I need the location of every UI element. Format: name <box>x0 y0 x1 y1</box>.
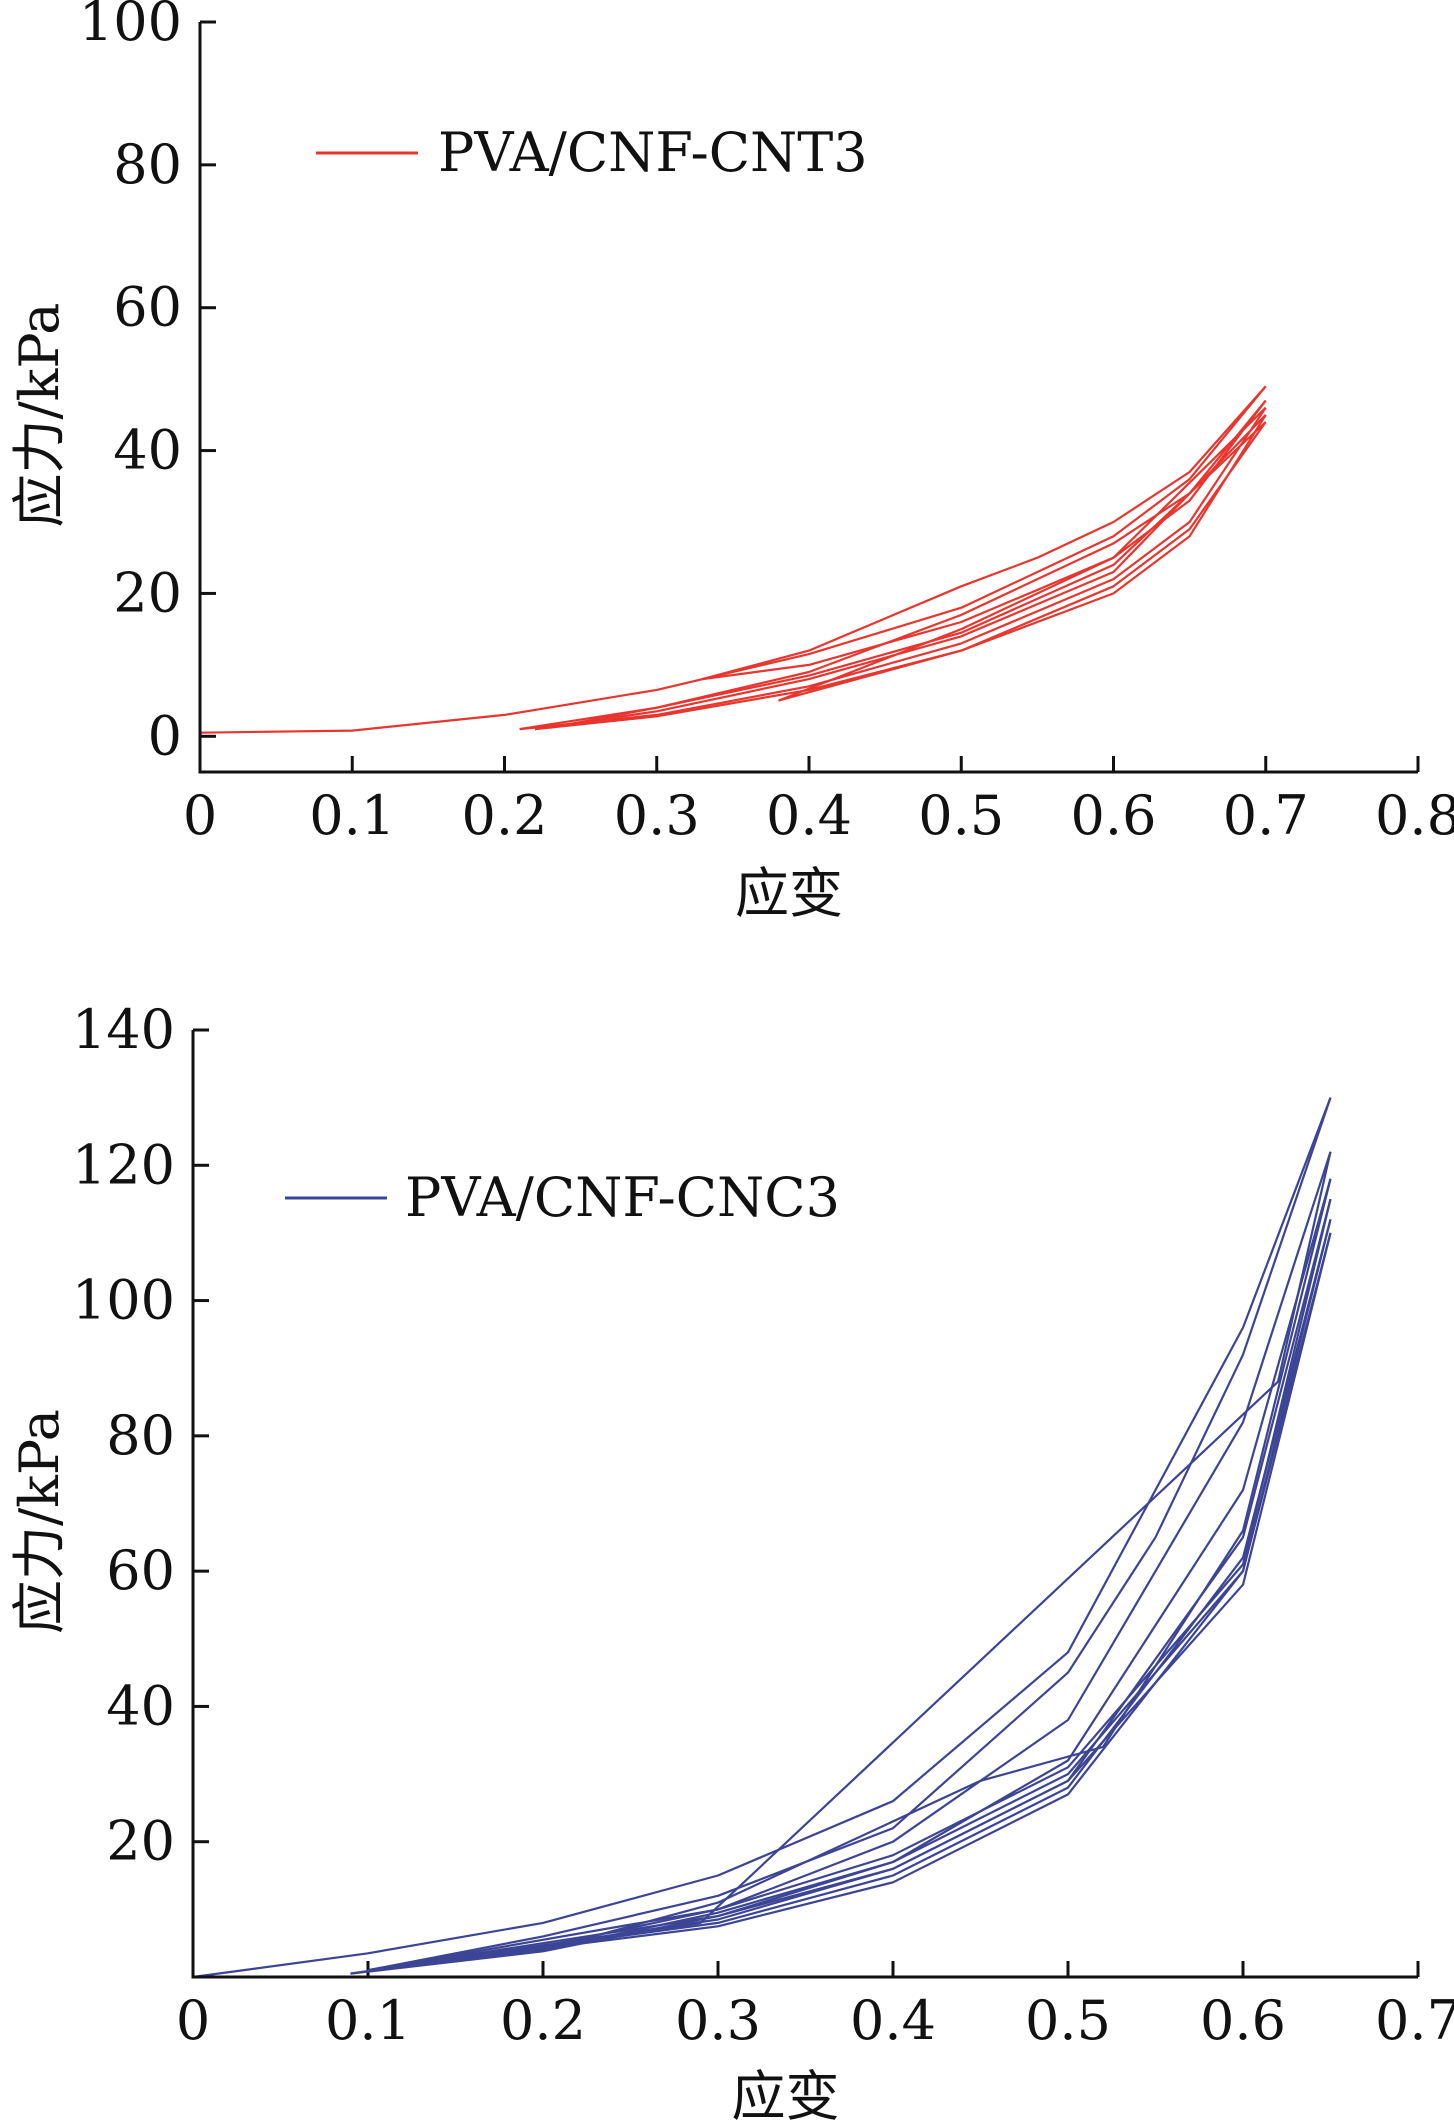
series-0-cycle-3-unload-line <box>367 1198 1332 1972</box>
series-0-cycle-0-load-line <box>199 385 1267 734</box>
y-tick-label: 100 <box>72 1269 175 1332</box>
series-0-cycle-1-load-line <box>702 399 1267 681</box>
x-tick-label: 0.4 <box>850 1989 936 2052</box>
series-0-cycle-2-load-line <box>519 407 1267 731</box>
y-ticks: 20 40 60 80 100 120 140 <box>72 998 209 1873</box>
y-tick-label: 80 <box>106 1404 175 1467</box>
y-tick-label: 20 <box>106 1810 175 1873</box>
x-tick-label: 0.2 <box>462 784 548 847</box>
x-ticks: 0 0.1 0.2 0.3 0.4 0.5 0.6 0.7 <box>176 1961 1454 2052</box>
y-axis-title: 应力/kPa <box>8 302 71 527</box>
x-tick-label: 0.6 <box>1200 1989 1286 2052</box>
series-0-cycle-4-load-line <box>367 1219 1332 1972</box>
y-tick-label: 100 <box>79 0 182 53</box>
series-0-cycle-5-unload-line <box>367 1232 1332 1973</box>
series-0-cycle-0-load-line <box>192 1097 1332 1979</box>
y-tick-label: 60 <box>106 1539 175 1602</box>
x-tick-label: 0.3 <box>675 1989 761 2052</box>
y-tick-label: 20 <box>113 561 182 624</box>
series-0-cycle-2-load-line <box>367 1178 1332 1972</box>
x-tick-label: 0.7 <box>1223 784 1309 847</box>
y-tick-label: 40 <box>113 419 182 482</box>
series-0-cycle-0-unload-line <box>367 1097 1332 1972</box>
x-tick-label: 0.2 <box>500 1989 586 2052</box>
chart-pva-cnf-cnc3: 0 0.1 0.2 0.3 0.4 0.5 0.6 0.7 20 40 60 80 100 120 140… <box>8 998 1454 2125</box>
legend: PVA/CNF-CNC3 <box>285 1166 840 1229</box>
legend: PVA/CNF-CNT3 <box>316 121 868 184</box>
plot-area <box>199 385 1267 734</box>
x-tick-label: 0 <box>183 784 217 847</box>
y-tick-label: 40 <box>106 1674 175 1737</box>
series-0-cycle-1-unload-line <box>519 399 1267 731</box>
chart-pva-cnf-cnt3: 0 0.1 0.2 0.3 0.4 0.5 0.6 0.7 0.8 0 20 40 60 80 100 应… <box>8 0 1454 925</box>
legend-label: PVA/CNF-CNC3 <box>405 1166 840 1229</box>
x-tick-label: 0.8 <box>1375 784 1454 847</box>
y-tick-label: 0 <box>148 704 182 767</box>
y-tick-label: 80 <box>113 133 182 196</box>
y-axis-title: 应力/kPa <box>8 1409 71 1634</box>
y-tick-label: 120 <box>72 1133 175 1196</box>
series-0-cycle-3-load-line <box>778 414 1267 702</box>
x-tick-label: 0.6 <box>1071 784 1157 847</box>
x-tick-label: 0.4 <box>766 784 852 847</box>
x-tick-label: 0.3 <box>614 784 700 847</box>
x-axis-title: 应变 <box>732 2065 840 2125</box>
x-tick-label: 0.5 <box>918 784 1004 847</box>
series-0-cycle-2-unload-line <box>778 406 1267 702</box>
axes <box>198 22 1418 774</box>
legend-label: PVA/CNF-CNT3 <box>438 121 868 184</box>
series-0-cycle-1-load-line <box>367 1151 1332 1972</box>
x-tick-label: 0.7 <box>1375 1989 1454 2052</box>
series-0-cycle-3-unload-line <box>534 414 1267 731</box>
series-0-cycle-1-unload-line <box>367 1151 1332 1972</box>
series-0-cycle-4-load-line <box>534 421 1267 731</box>
x-tick-label: 0.1 <box>325 1989 411 2052</box>
x-axis-title: 应变 <box>735 862 843 925</box>
x-tick-label: 0 <box>176 1989 210 2052</box>
series-0-cycle-2-unload-line <box>350 1178 1332 1975</box>
y-tick-label: 60 <box>113 276 182 339</box>
axes <box>191 1030 1418 1979</box>
plot-area <box>192 1097 1332 1979</box>
x-ticks: 0 0.1 0.2 0.3 0.4 0.5 0.6 0.7 0.8 <box>183 756 1454 847</box>
x-tick-label: 0.5 <box>1025 1989 1111 2052</box>
series-0-cycle-4-unload-line <box>549 421 1267 729</box>
x-tick-label: 0.1 <box>309 784 395 847</box>
y-ticks: 0 20 40 60 80 100 <box>79 0 216 767</box>
series-0-cycle-3-load-line <box>350 1198 1332 1975</box>
y-tick-label: 140 <box>72 998 175 1061</box>
series-0-cycle-0-unload-line <box>702 385 1267 681</box>
series-0-cycle-5-load-line <box>367 1232 1332 1972</box>
